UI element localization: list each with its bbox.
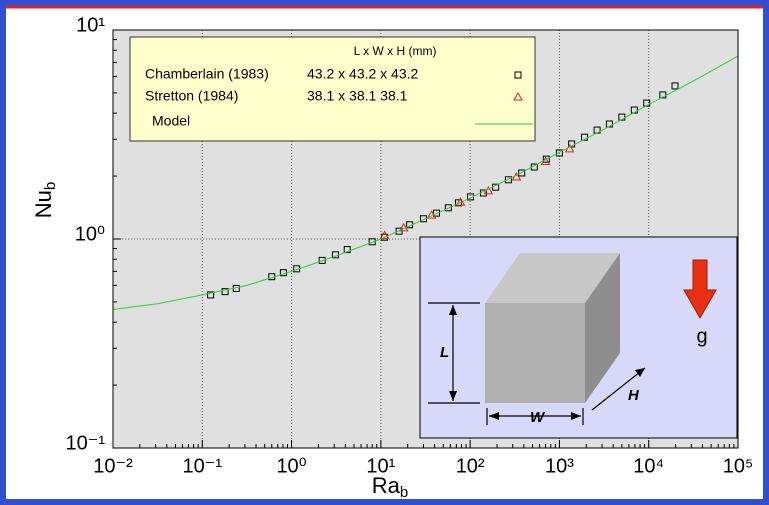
legend-label: Stretton (1984) bbox=[145, 88, 238, 104]
legend: L x W x H (mm) Chamberlain (1983) 43.2 x … bbox=[129, 36, 536, 142]
data-point bbox=[542, 155, 550, 163]
cube-front bbox=[485, 303, 585, 403]
data-point bbox=[671, 82, 679, 90]
arrowheads bbox=[449, 305, 645, 420]
data-point bbox=[379, 230, 390, 239]
dimensions bbox=[428, 302, 646, 425]
data-point bbox=[343, 246, 351, 254]
y-tick-label: 10⁰ bbox=[75, 223, 105, 245]
data-point bbox=[433, 209, 441, 217]
x-tick-label: 10² bbox=[456, 455, 485, 477]
y-tick-label: 10⁻¹ bbox=[66, 432, 106, 454]
data-point bbox=[318, 256, 326, 264]
gravity-arrow bbox=[683, 259, 717, 320]
x-tick-label: 10³ bbox=[545, 455, 574, 477]
legend-dimensions: 38.1 x 38.1 38.1 bbox=[307, 88, 408, 104]
x-tick-label: 10⁴ bbox=[633, 455, 664, 477]
x-tick-label: 10⁵ bbox=[723, 455, 754, 477]
x-tick-label: 10¹ bbox=[366, 455, 395, 477]
plot-border bbox=[112, 29, 739, 449]
data-point bbox=[368, 238, 376, 246]
data-point bbox=[581, 133, 589, 141]
data-point bbox=[207, 291, 215, 299]
data-point bbox=[221, 288, 229, 296]
data-point bbox=[605, 120, 613, 128]
data-point bbox=[618, 113, 626, 121]
cube-side bbox=[585, 253, 620, 403]
inset-label: L bbox=[440, 344, 449, 361]
y-axis-label: Nub bbox=[31, 182, 59, 218]
x-tick-label: 10⁻¹ bbox=[183, 455, 223, 477]
x-axis-label: Rab bbox=[372, 473, 408, 501]
data-point bbox=[630, 106, 638, 114]
data-point bbox=[444, 204, 452, 212]
legend-header: L x W x H (mm) bbox=[354, 44, 437, 58]
data-point bbox=[518, 169, 526, 177]
y-tick-label: 10¹ bbox=[76, 14, 105, 36]
data-point bbox=[555, 149, 563, 157]
legend-dimensions: 43.2 x 43.2 x 43.2 bbox=[307, 66, 419, 82]
inset-label: g bbox=[696, 325, 707, 347]
x-tick-label: 10⁻² bbox=[93, 455, 133, 477]
inset-label: H bbox=[628, 387, 640, 404]
inset: L W H g bbox=[419, 236, 738, 439]
legend-label: Chamberlain (1983) bbox=[145, 66, 269, 82]
inset-label: W bbox=[530, 409, 546, 426]
legend-swatch bbox=[513, 91, 523, 101]
legend-label: Model bbox=[152, 113, 190, 129]
legend-swatch bbox=[514, 71, 522, 79]
x-tick-label: 10⁰ bbox=[276, 455, 306, 477]
cube-top bbox=[485, 253, 620, 303]
data-point bbox=[454, 199, 462, 207]
data-point bbox=[504, 176, 512, 184]
model-line bbox=[113, 55, 738, 310]
legend-box bbox=[129, 36, 536, 142]
